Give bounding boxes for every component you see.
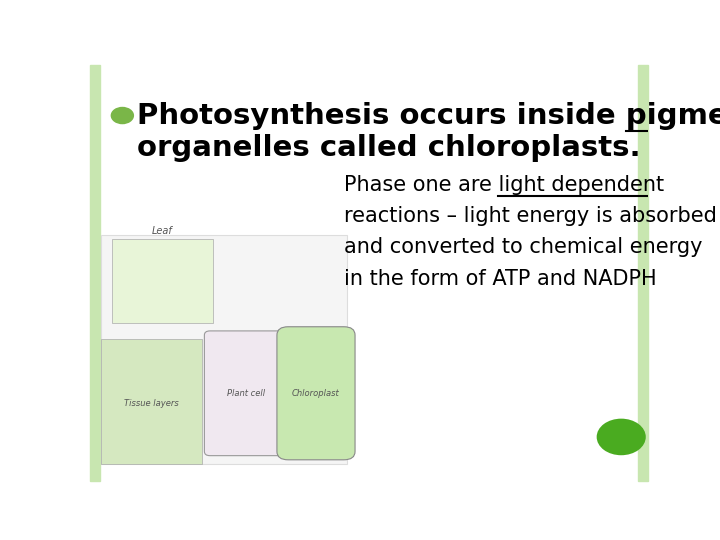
Bar [638, 65, 648, 481]
Circle shape [597, 418, 646, 455]
Text: Tissue layers: Tissue layers [124, 399, 179, 408]
Text: Chloroplast: Chloroplast [292, 389, 340, 398]
FancyBboxPatch shape [277, 327, 355, 460]
Text: organelles called chloroplasts.: organelles called chloroplasts. [138, 134, 641, 162]
Text: Phase one are light dependent: Phase one are light dependent [344, 175, 664, 195]
Bar [90, 65, 100, 481]
Bar [101, 235, 347, 464]
Bar [101, 339, 202, 464]
FancyBboxPatch shape [204, 331, 288, 456]
Circle shape [111, 107, 134, 124]
Text: Plant cell: Plant cell [228, 389, 265, 398]
Bar [112, 239, 213, 322]
Text: Photosynthesis occurs inside pigmented: Photosynthesis occurs inside pigmented [138, 102, 720, 130]
Text: Leaf: Leaf [152, 226, 173, 236]
Text: in the form of ATP and NADPH: in the form of ATP and NADPH [344, 268, 657, 288]
Text: and converted to chemical energy: and converted to chemical energy [344, 238, 703, 258]
Text: reactions – light energy is absorbed: reactions – light energy is absorbed [344, 206, 717, 226]
